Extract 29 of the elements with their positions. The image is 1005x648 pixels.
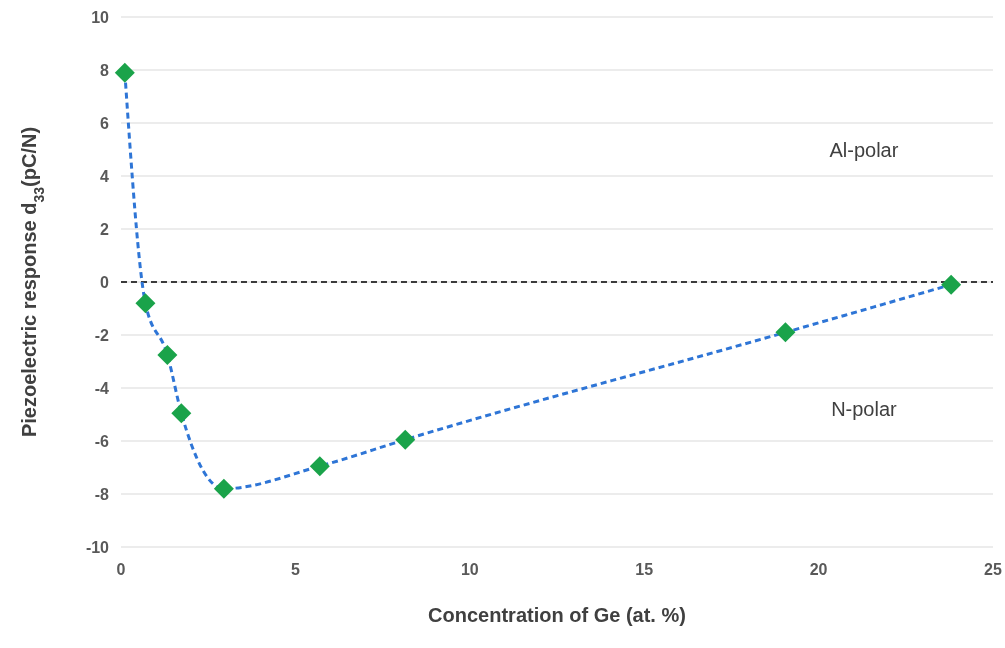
annotation: N-polar <box>831 398 898 421</box>
y-tick-label: 2 <box>100 220 110 238</box>
x-tick-label: 0 <box>116 561 126 578</box>
point <box>395 429 416 450</box>
y-tick-label: -8 <box>94 485 110 503</box>
y-tick-label: 4 <box>100 167 110 185</box>
y-tick-label: 10 <box>91 8 110 26</box>
point <box>114 62 135 83</box>
x-tick-label: 5 <box>290 561 300 578</box>
point <box>775 322 796 343</box>
point <box>171 403 192 424</box>
point <box>135 293 156 314</box>
point <box>941 274 962 295</box>
point <box>309 456 330 477</box>
x-tick-label: 25 <box>984 561 1002 578</box>
x-axis-title: Concentration of Ge (at. %) <box>428 604 686 626</box>
x-tick-label: 15 <box>635 561 654 578</box>
y-tick-label: -10 <box>85 538 110 556</box>
y-tick-label: -4 <box>94 379 110 397</box>
x-tick-label: 20 <box>809 561 828 578</box>
y-tick-label: -6 <box>94 432 110 450</box>
y-tick-label: -2 <box>94 326 110 344</box>
point <box>157 344 178 365</box>
y-tick-label: 6 <box>100 114 110 132</box>
y-tick-label: 0 <box>100 273 110 291</box>
y-tick-label: 8 <box>100 61 110 79</box>
point <box>213 478 234 499</box>
x-tick-label: 10 <box>460 561 479 578</box>
annotation: Al-polar <box>829 138 899 161</box>
